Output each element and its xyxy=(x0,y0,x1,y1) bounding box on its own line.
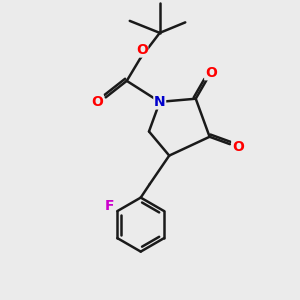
Text: O: O xyxy=(136,43,148,57)
Text: O: O xyxy=(232,140,244,154)
Text: O: O xyxy=(92,95,103,109)
Text: O: O xyxy=(205,66,217,80)
Text: F: F xyxy=(104,199,114,213)
Text: N: N xyxy=(154,95,166,109)
